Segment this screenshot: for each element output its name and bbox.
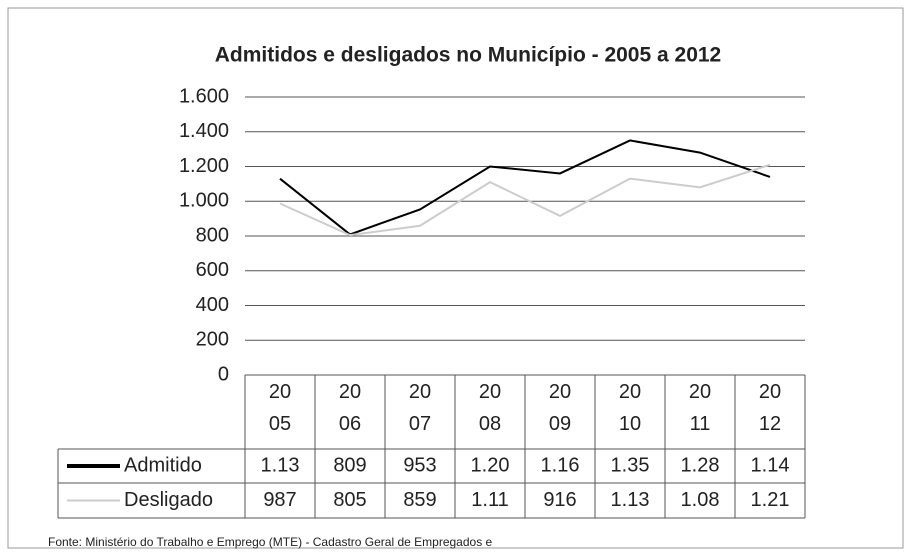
- x-tick-label-part: 12: [759, 413, 781, 435]
- x-tick-label-part: 05: [269, 413, 291, 435]
- x-tick-label-part: 06: [339, 413, 361, 435]
- y-tick-label: 1.400: [179, 120, 229, 142]
- y-tick-label: 400: [196, 294, 229, 316]
- x-tick-label: 20 05: [269, 381, 291, 435]
- x-tick-label-part: 20: [549, 381, 571, 403]
- x-tick-label-part: 20: [479, 381, 501, 403]
- x-tick-label: 20 08: [479, 381, 501, 435]
- y-tick-label: 200: [196, 329, 229, 351]
- x-tick-label: 20 12: [759, 381, 781, 435]
- chart-title: Admitidos e desligados no Município - 20…: [215, 44, 721, 67]
- x-tick-label: 20 09: [549, 381, 571, 435]
- table-value: 1.21: [751, 489, 790, 511]
- x-tick-label: 20 10: [619, 381, 641, 435]
- x-tick-label-part: 20: [409, 381, 431, 403]
- source-note: Fonte: Ministério do Trabalho e Emprego …: [48, 535, 493, 549]
- table-value: 1.28: [681, 454, 720, 476]
- table-value: 1.08: [681, 489, 720, 511]
- table-value: 805: [333, 489, 366, 511]
- x-tick-label-part: 20: [269, 381, 291, 403]
- table-value: 916: [543, 489, 576, 511]
- table-value: 987: [263, 489, 296, 511]
- x-tick-label-part: 20: [339, 381, 361, 403]
- y-tick-label: 1.000: [179, 190, 229, 212]
- x-tick-label-part: 09: [549, 413, 571, 435]
- x-tick-label: 20 06: [339, 381, 361, 435]
- x-tick-label-part: 10: [619, 413, 641, 435]
- table-value: 1.20: [471, 454, 510, 476]
- x-tick-label: 20 07: [409, 381, 431, 435]
- table-value: 1.16: [541, 454, 580, 476]
- table-value: 1.13: [611, 489, 650, 511]
- table-value: 1.14: [751, 454, 790, 476]
- x-tick-label-part: 20: [689, 381, 711, 403]
- y-tick-label: 800: [196, 224, 229, 246]
- x-tick-label-part: 07: [409, 413, 431, 435]
- table-value: 1.13: [261, 454, 300, 476]
- x-tick-label-part: 08: [479, 413, 501, 435]
- y-tick-label: 1.600: [179, 85, 229, 107]
- legend-label: Admitido: [124, 454, 202, 476]
- legend-label: Desligado: [124, 489, 213, 511]
- x-tick-label: 20 11: [689, 381, 711, 435]
- table-value: 1.11: [471, 489, 508, 511]
- x-tick-label-part: 11: [690, 413, 711, 435]
- table-value: 1.35: [611, 454, 650, 476]
- y-tick-label: 1.200: [179, 155, 229, 177]
- table-value: 953: [403, 454, 436, 476]
- series-line: [279, 139, 771, 236]
- series-line: [279, 163, 771, 237]
- table-value: 809: [333, 454, 366, 476]
- y-tick-label: 600: [196, 259, 229, 281]
- x-tick-label-part: 20: [619, 381, 641, 403]
- x-tick-label-part: 20: [759, 381, 781, 403]
- table-value: 859: [403, 489, 436, 511]
- y-tick-label: 0: [218, 363, 229, 385]
